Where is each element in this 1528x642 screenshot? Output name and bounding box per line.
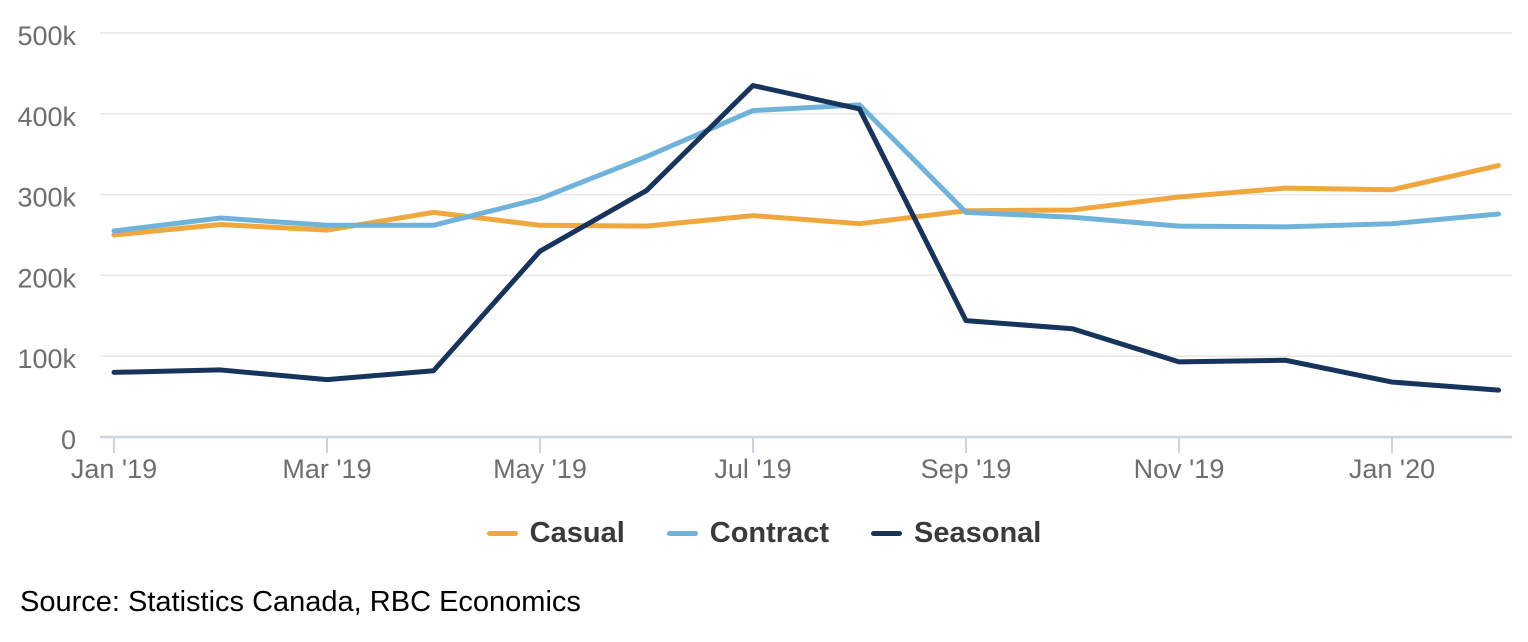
- x-axis-label: Jan '20: [1349, 454, 1435, 484]
- y-axis-label: 100k: [17, 344, 76, 374]
- series-line-contract[interactable]: [111, 102, 1501, 234]
- x-axis-label: Mar '19: [282, 454, 371, 484]
- chart-svg: 0 100k 200k 300k 400k 500k Jan '19 Mar '19 May '…: [17, 21, 1512, 484]
- legend-item-contract[interactable]: Contract: [666, 517, 829, 550]
- x-axis-label: Sep '19: [921, 454, 1012, 484]
- y-axis-label: 400k: [17, 102, 76, 132]
- legend-swatch-contract: [666, 531, 698, 536]
- legend-swatch-seasonal: [871, 531, 902, 536]
- y-axis-label: 0: [61, 425, 76, 455]
- legend-label: Seasonal: [914, 517, 1042, 549]
- source-text: Source: Statistics Canada, RBC Economics: [20, 586, 581, 618]
- x-axis-label: Nov '19: [1134, 454, 1225, 484]
- legend-item-casual[interactable]: Casual: [486, 517, 625, 550]
- y-axis-label: 300k: [17, 183, 76, 213]
- x-axis-label: Jan '19: [71, 454, 157, 484]
- legend-swatch-casual: [486, 531, 518, 536]
- legend: Casual Contract Seasonal: [0, 517, 1528, 550]
- y-axis-label: 200k: [17, 263, 76, 293]
- series-line-seasonal[interactable]: [111, 83, 1501, 393]
- legend-label: Casual: [529, 517, 625, 549]
- y-axis-label: 500k: [17, 21, 76, 51]
- x-axis-label: May '19: [493, 454, 587, 484]
- legend-label: Contract: [709, 517, 829, 549]
- x-axis-label: Jul '19: [714, 454, 791, 484]
- legend-item-seasonal[interactable]: Seasonal: [871, 517, 1041, 550]
